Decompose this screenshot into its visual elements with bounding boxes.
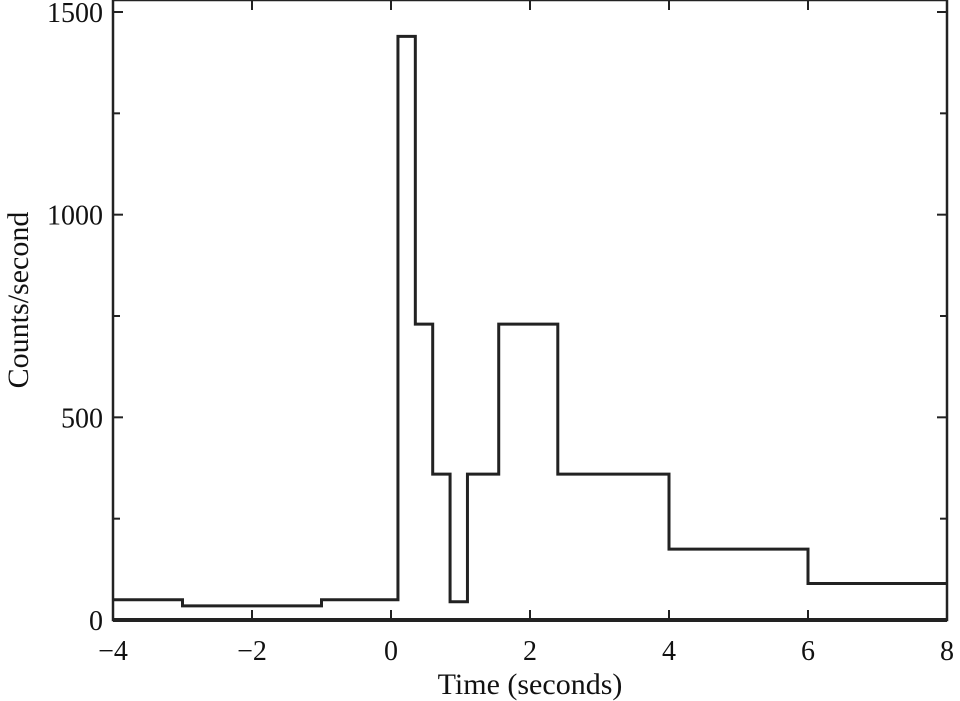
x-tick-label: −4: [98, 636, 128, 667]
x-tick-label: 8: [940, 636, 954, 667]
histogram-bins: [113, 36, 947, 605]
x-tick-label: 2: [523, 636, 537, 667]
tick-labels: −4 −2 0 2 4 6 8 0 500 1000 1500: [47, 0, 954, 667]
x-tick-label: −2: [237, 636, 267, 667]
x-tick-label: 4: [662, 636, 676, 667]
y-tick-label: 0: [89, 606, 103, 637]
y-axis-label: Counts/second: [2, 212, 35, 389]
plot-frame: [111, 0, 949, 622]
axis-ticks: [112, 0, 948, 621]
x-axis-label: Time (seconds): [438, 668, 623, 701]
y-tick-label: 1500: [47, 0, 103, 29]
y-tick-label: 500: [61, 403, 103, 434]
series-step-line: [113, 34, 947, 608]
x-tick-label: 0: [384, 636, 398, 667]
x-tick-label: 6: [801, 636, 815, 667]
y-tick-label: 1000: [47, 201, 103, 232]
